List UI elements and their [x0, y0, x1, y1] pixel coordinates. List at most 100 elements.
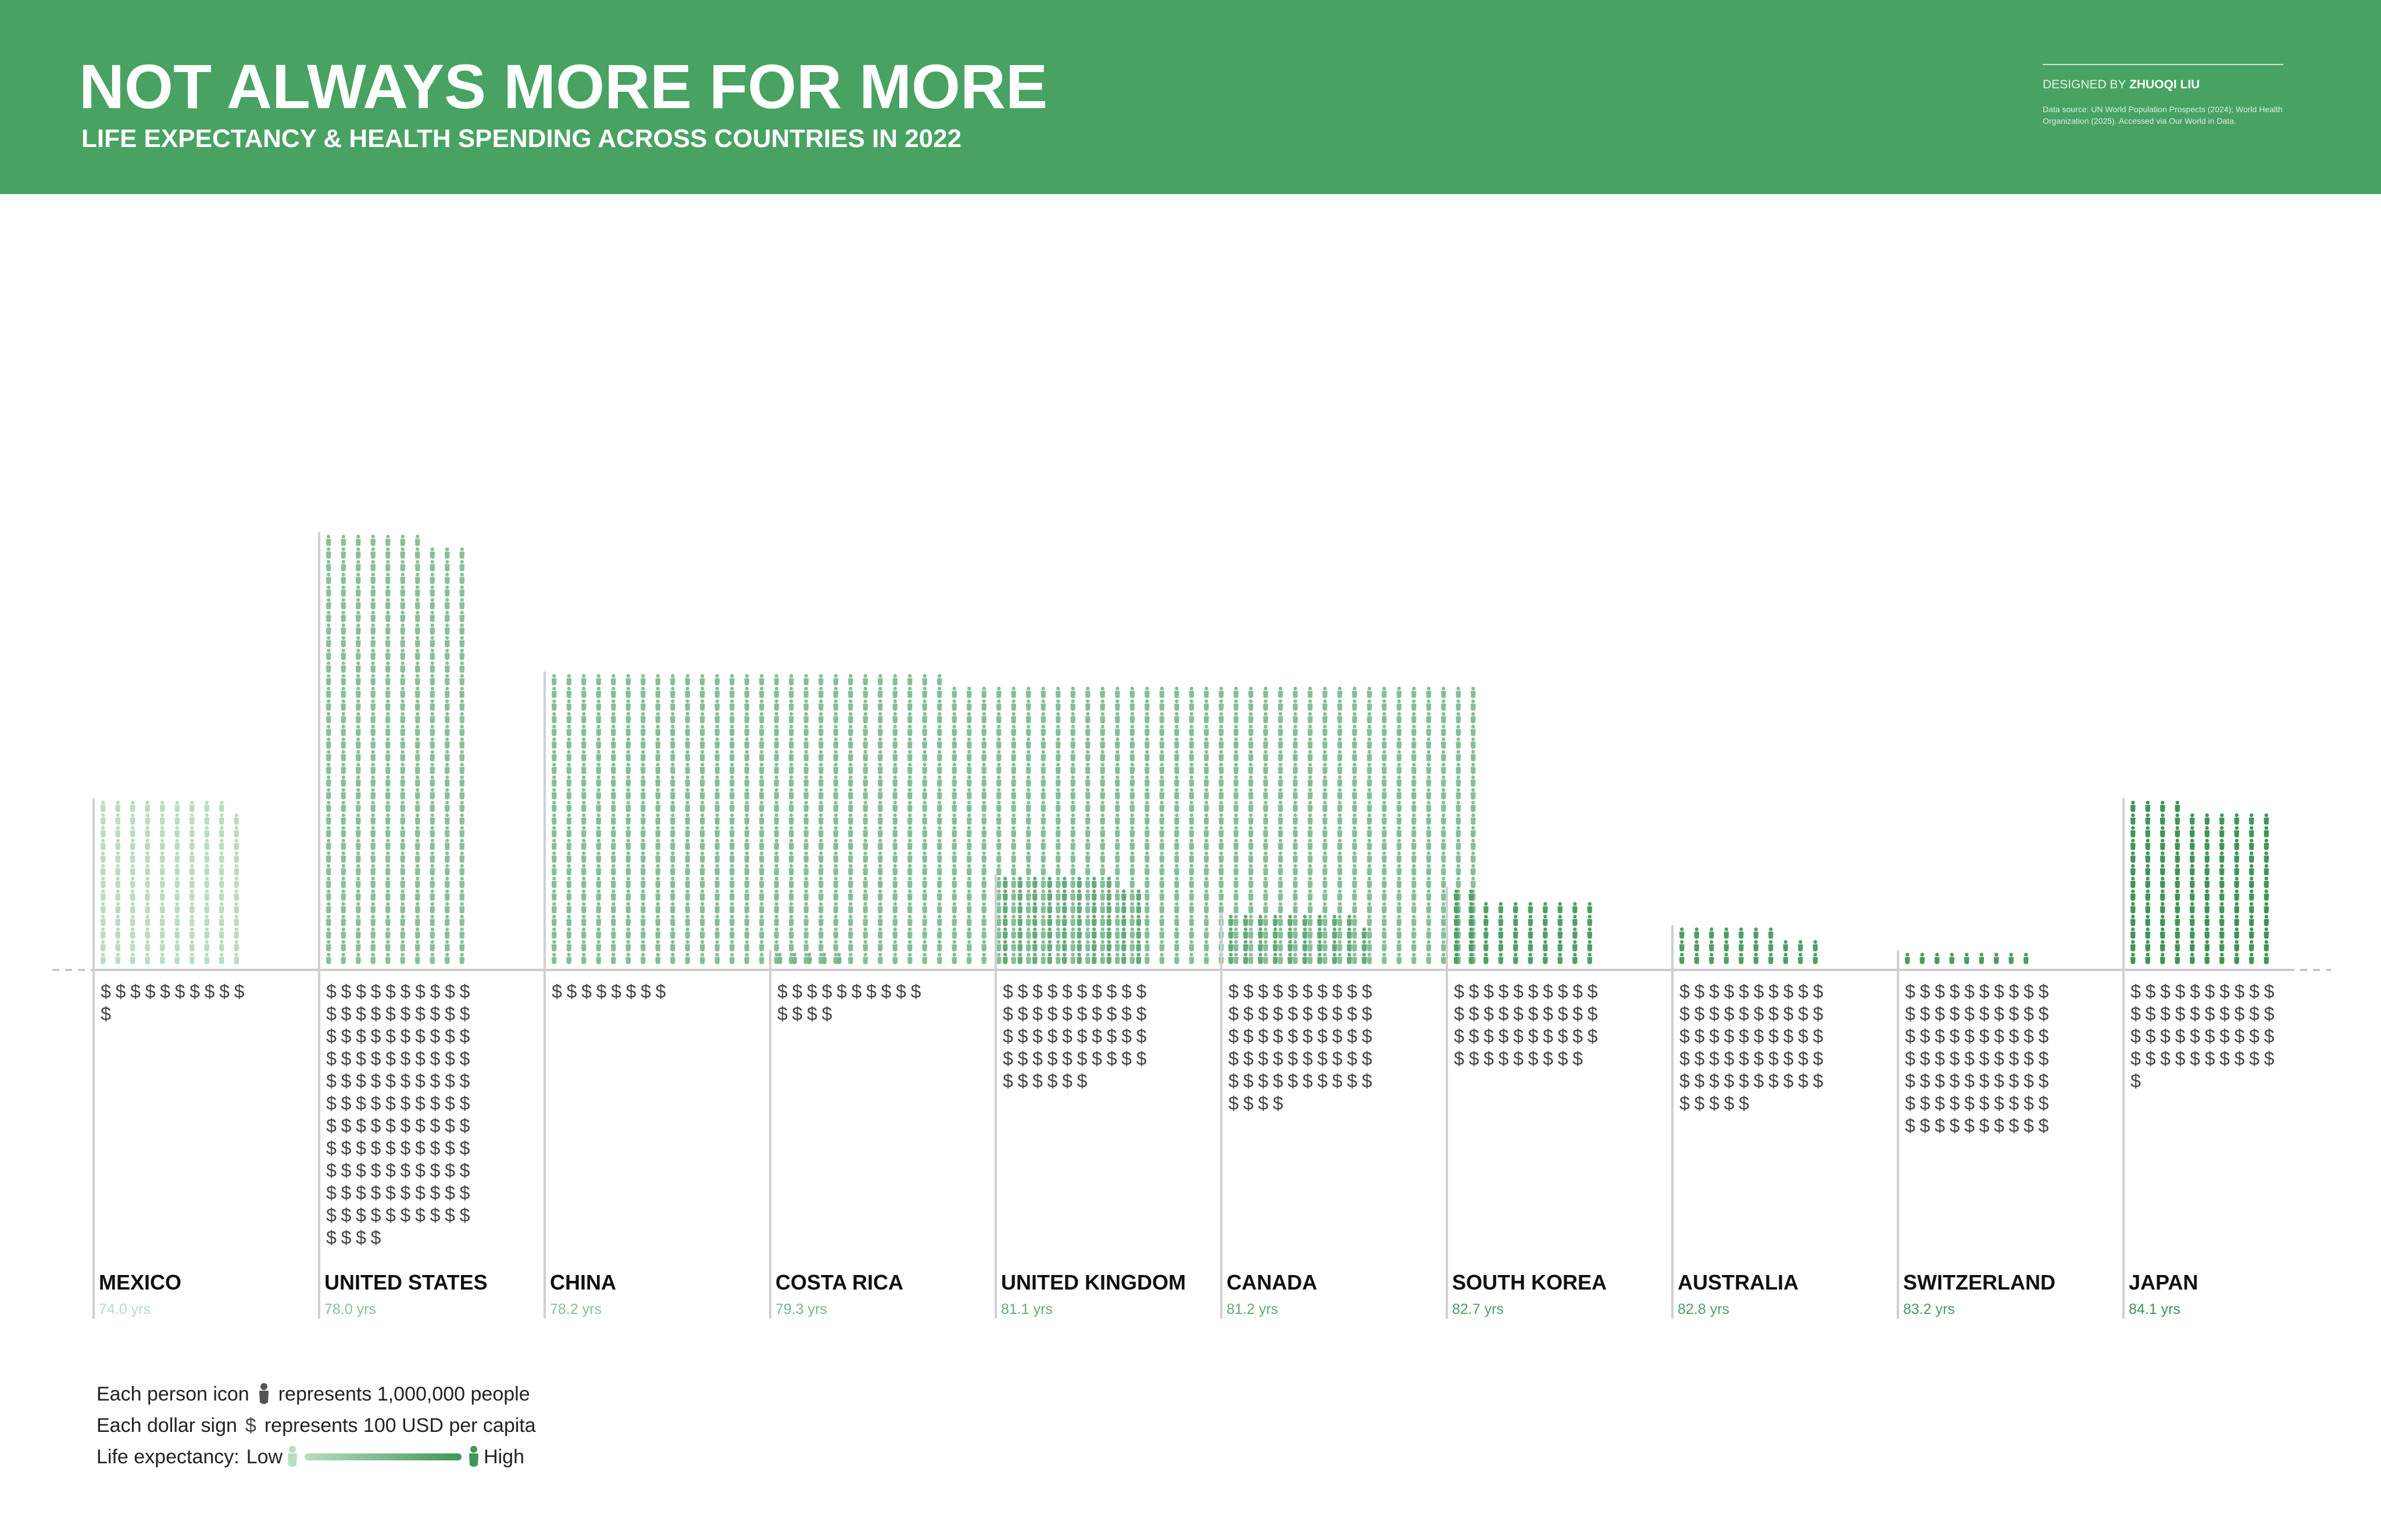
- person-icon: [341, 813, 346, 825]
- person-icon: [1396, 864, 1402, 876]
- data-source-note: Data source: UN World Population Prospec…: [2043, 105, 2283, 126]
- person-icon: [966, 813, 972, 825]
- person-icon: [1307, 725, 1313, 736]
- dollar-sign: $: [1558, 981, 1568, 1002]
- person-icon: [1002, 889, 1008, 901]
- person-icon: [459, 661, 465, 673]
- person-icon: [1011, 762, 1017, 775]
- person-icon: [385, 750, 391, 762]
- person-icon: [818, 775, 824, 787]
- dollar-sign: $: [2039, 1115, 2049, 1136]
- person-icon: [803, 927, 809, 939]
- person-icon: [414, 686, 420, 699]
- person-icon: [744, 750, 750, 762]
- dollar-sign: $: [1136, 1048, 1147, 1069]
- person-icon: [922, 813, 928, 825]
- person-icon: [326, 864, 331, 876]
- person-icon: [1263, 762, 1268, 775]
- person-icon: [655, 775, 661, 787]
- person-icon: [2160, 927, 2165, 939]
- person-icon: [459, 800, 465, 812]
- person-icon: [2175, 940, 2180, 952]
- person-icon: [341, 839, 346, 850]
- person-icon: [907, 775, 913, 787]
- person-icon: [877, 952, 883, 965]
- person-icon: [788, 826, 794, 838]
- dollar-sign: $: [445, 1026, 455, 1047]
- person-icon: [2234, 864, 2240, 876]
- person-icon: [1292, 889, 1298, 901]
- person-icon: [1243, 915, 1249, 926]
- person-icon: [803, 699, 809, 711]
- person-icon: [907, 851, 913, 863]
- dollar-sign: $: [356, 1205, 366, 1226]
- person-icon: [836, 952, 842, 965]
- person-icon: [670, 902, 675, 914]
- person-icon: [1159, 800, 1165, 812]
- person-icon: [863, 674, 868, 686]
- person-icon: [1257, 915, 1263, 926]
- person-icon: [863, 839, 868, 850]
- person-icon: [966, 775, 972, 787]
- person-icon: [685, 839, 691, 850]
- person-icon: [1070, 940, 1076, 952]
- dollar-sign: $: [1347, 1070, 1357, 1091]
- person-icon: [892, 712, 898, 724]
- person-icon: [1129, 902, 1135, 914]
- person-icon: [952, 800, 957, 812]
- person-icon: [551, 915, 557, 926]
- dollar-sign: $: [1754, 1070, 1764, 1091]
- person-icon: [803, 800, 809, 812]
- person-icon: [714, 839, 720, 850]
- person-icon: [444, 800, 450, 812]
- person-icon: [1203, 851, 1209, 863]
- person-icon: [1100, 952, 1106, 965]
- person-icon: [1129, 864, 1135, 876]
- person-icon: [610, 952, 616, 965]
- person-icon: [821, 952, 827, 965]
- dollar-sign: $: [1362, 1070, 1372, 1091]
- person-icon: [444, 674, 450, 686]
- person-icon: [1307, 686, 1313, 699]
- dollar-sign: $: [445, 1004, 455, 1025]
- person-icon: [1352, 940, 1357, 952]
- person-icon: [414, 889, 420, 901]
- person-icon: [1352, 927, 1357, 939]
- dollar-sign: $: [2235, 1004, 2245, 1025]
- person-icon: [936, 839, 942, 850]
- dollar-sign: $: [1454, 1048, 1464, 1069]
- person-icon: [1367, 915, 1372, 926]
- person-icon: [952, 750, 957, 762]
- person-icon: [234, 940, 239, 952]
- person-icon: [655, 839, 661, 850]
- person-icon: [1812, 952, 1818, 965]
- person-icon: [981, 750, 987, 762]
- person-icon: [1337, 762, 1343, 775]
- person-icon: [877, 788, 883, 800]
- dollar-sign: $: [1528, 1004, 1539, 1025]
- country-group: $ $ $ $ $ $ $ $ $ $$ $ $ $ $ $ $ $ $ $$ $ $ $ $ $ $ $ $ $$ $ $ $ $ $ $ $ $ $…: [1671, 925, 1824, 1319]
- person-icon: [1456, 864, 1461, 876]
- person-icon: [1396, 927, 1402, 939]
- person-icon: [459, 851, 465, 863]
- person-icon: [1189, 737, 1195, 749]
- person-icon: [341, 610, 346, 622]
- dollar-sign: $: [2009, 1004, 2019, 1025]
- person-icon: [1904, 952, 1910, 965]
- person-icon: [1440, 800, 1446, 812]
- life-expectancy-label: 81.1 yrs: [1001, 1301, 1053, 1317]
- person-icon: [2175, 864, 2180, 876]
- dollar-sign: $: [2249, 981, 2260, 1002]
- person-icon: [596, 927, 602, 939]
- dollar-sign: $: [1950, 1004, 1960, 1025]
- dollar-sign: $: [1362, 1048, 1372, 1069]
- person-icon: [1055, 725, 1061, 736]
- person-icon: [774, 940, 780, 952]
- person-icon: [1468, 952, 1474, 965]
- person-icon: [1243, 927, 1249, 939]
- person-icon: [922, 788, 928, 800]
- person-icon: [1367, 800, 1372, 812]
- person-icon: [566, 712, 572, 724]
- dollar-sign: $: [445, 1070, 455, 1091]
- dollar-sign: $: [1979, 1070, 1990, 1091]
